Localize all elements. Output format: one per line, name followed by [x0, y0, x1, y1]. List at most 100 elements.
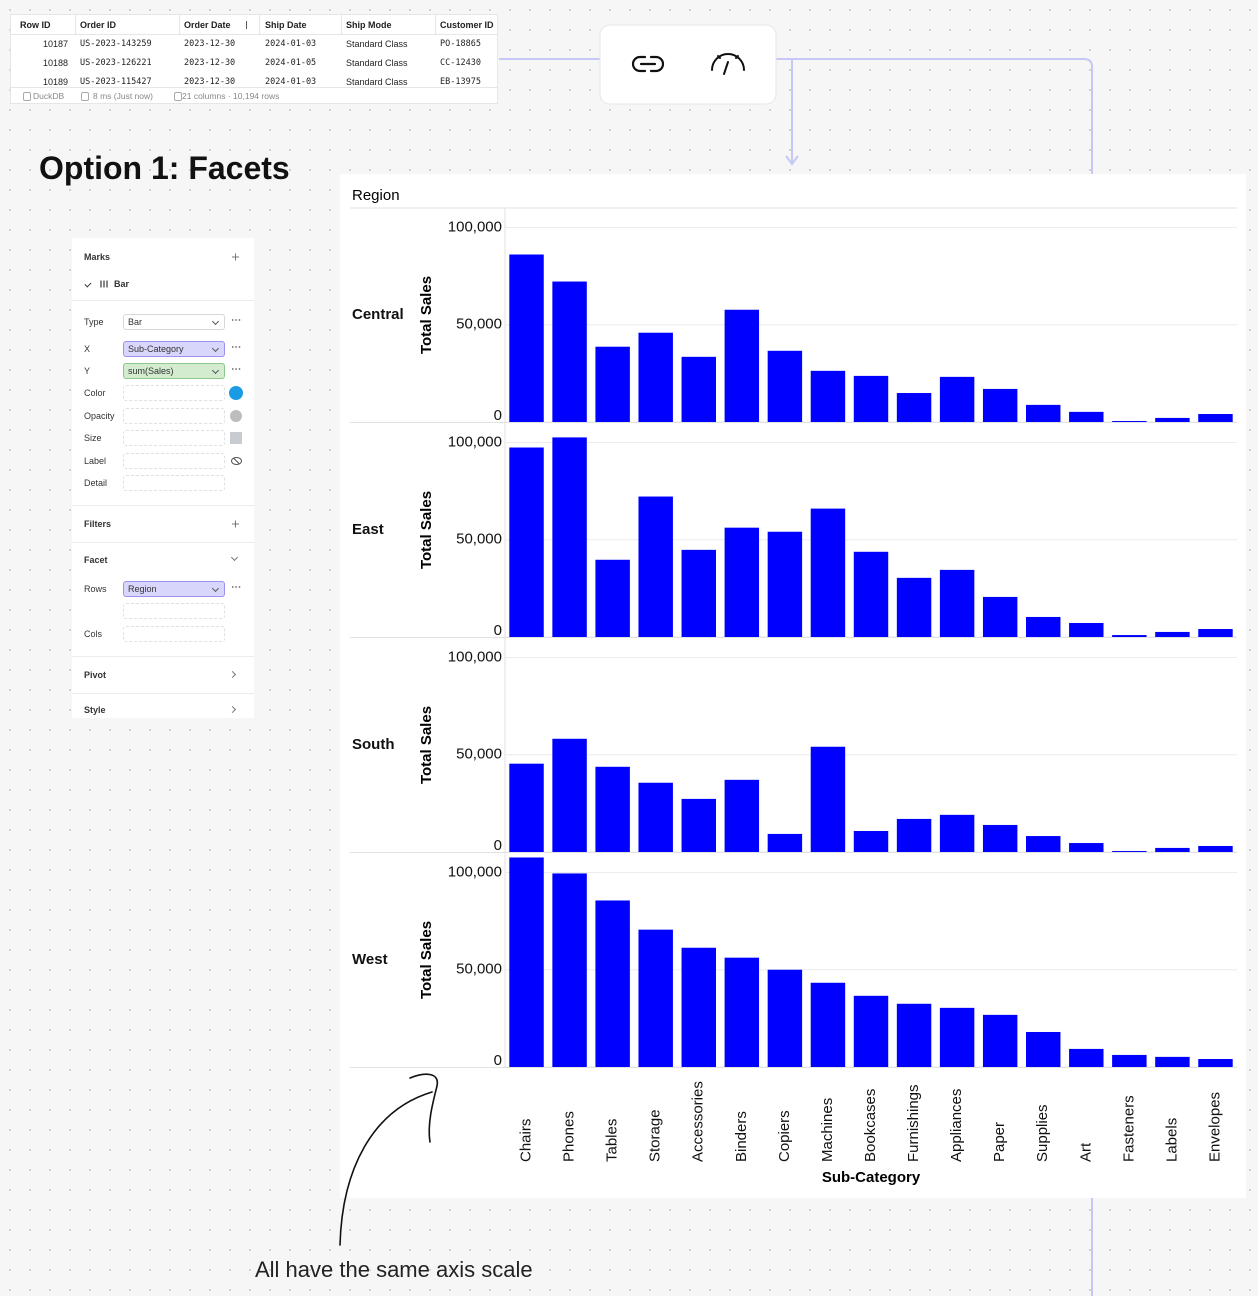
y-tick-label: 100,000: [448, 648, 502, 665]
field-input[interactable]: Bar: [123, 314, 225, 330]
bar: [896, 393, 932, 422]
x-tick-label: Binders: [733, 1111, 750, 1162]
x-tick-label: Envelopes: [1206, 1092, 1223, 1162]
y-axis-label: Total Sales: [418, 491, 435, 569]
bar: [767, 350, 803, 422]
size-swatch[interactable]: [230, 432, 242, 444]
table-cell: 2023-12-30: [184, 39, 236, 49]
table-cell: US-2023-126221: [80, 58, 152, 68]
section-title: Filters: [84, 519, 112, 529]
table-cell: 2024-01-03: [265, 77, 317, 87]
field-label: Detail: [84, 478, 108, 488]
hand-arrow: [339, 1073, 439, 1246]
add-icon[interactable]: [232, 520, 239, 528]
field-input[interactable]: [123, 430, 225, 446]
divider: [72, 656, 254, 657]
bar: [982, 388, 1018, 422]
bar: [1069, 1048, 1104, 1067]
field-label: Color: [84, 388, 106, 398]
bar: [1155, 1056, 1190, 1067]
bar: [552, 873, 587, 1067]
more-icon[interactable]: [231, 586, 241, 588]
bar: [853, 830, 889, 852]
field-label: Opacity: [84, 411, 115, 421]
hidden-icon[interactable]: [231, 457, 242, 465]
field-input[interactable]: Sub-Category: [123, 341, 225, 357]
bar: [896, 1003, 932, 1067]
y-tick-label: 100,000: [448, 433, 502, 450]
footer-icon: [23, 92, 31, 101]
mark-name: Bar: [114, 279, 130, 289]
field-input[interactable]: [123, 475, 225, 491]
field-input[interactable]: [123, 453, 225, 469]
section-title: Pivot: [84, 670, 107, 680]
column-header[interactable]: Order ID: [80, 20, 117, 30]
section-title: Facet: [84, 555, 108, 565]
bar: [939, 1007, 975, 1067]
table-cell: EB-13975: [440, 77, 481, 87]
table-cell: 10188: [42, 58, 68, 68]
bar: [1112, 1054, 1147, 1067]
field-input[interactable]: [123, 626, 225, 642]
field-label: Type: [84, 317, 104, 327]
field-input[interactable]: sum(Sales): [123, 363, 225, 379]
bar: [1155, 417, 1190, 422]
y-tick-label: 50,000: [456, 961, 502, 978]
footer-source: DuckDB: [33, 91, 65, 101]
column-header[interactable]: Order Date: [184, 20, 231, 30]
column-separator: [179, 15, 180, 35]
bar: [509, 447, 544, 637]
connector-arrow: [785, 59, 799, 166]
add-icon[interactable]: [232, 253, 239, 261]
table-cell: 10187: [42, 39, 68, 49]
bar: [853, 375, 889, 422]
bar: [896, 818, 932, 852]
link-icon[interactable]: [631, 55, 665, 73]
field-input[interactable]: [123, 385, 225, 401]
bar: [1198, 845, 1233, 852]
bar: [810, 982, 846, 1067]
column-header[interactable]: Row ID: [20, 20, 51, 30]
field-input[interactable]: [123, 408, 225, 424]
table-cell: US-2023-115427: [80, 77, 152, 87]
gauge-icon[interactable]: [711, 53, 745, 75]
bar: [552, 738, 587, 852]
color-swatch[interactable]: [229, 386, 243, 400]
x-tick-label: Fasteners: [1120, 1095, 1137, 1162]
column-header[interactable]: Customer ID: [440, 20, 494, 30]
footer-bg: [11, 87, 497, 103]
more-icon[interactable]: [231, 346, 241, 348]
bar: [1198, 414, 1233, 422]
x-tick-label: Storage: [647, 1109, 664, 1162]
x-tick-label: Labels: [1163, 1118, 1180, 1162]
field-input[interactable]: Region: [123, 581, 225, 597]
chevron: [211, 344, 220, 353]
y-tick-label: 100,000: [448, 218, 502, 235]
bar: [939, 569, 975, 637]
bar: [724, 779, 760, 852]
table-cell: 10189: [42, 77, 68, 87]
x-tick-label: Phones: [561, 1111, 578, 1162]
x-tick-label: Paper: [991, 1122, 1008, 1162]
chevron[interactable]: [230, 553, 239, 562]
bar: [853, 551, 889, 637]
facet-label: Central: [352, 306, 404, 323]
bar: [509, 857, 544, 1067]
chevron[interactable]: [228, 670, 237, 679]
more-icon[interactable]: [231, 319, 241, 321]
field-input[interactable]: [123, 603, 225, 619]
column-separator: [259, 15, 260, 35]
bar: [595, 766, 630, 852]
column-header[interactable]: Ship Date: [265, 20, 307, 30]
more-icon[interactable]: [231, 368, 241, 370]
opacity-swatch[interactable]: [230, 410, 242, 422]
column-header[interactable]: Ship Mode: [346, 20, 392, 30]
bar: [638, 929, 673, 1067]
chevron[interactable]: [228, 705, 237, 714]
chevron: [211, 366, 220, 375]
x-tick-label: Appliances: [948, 1089, 965, 1162]
y-tick-label: 0: [494, 1052, 502, 1069]
bar: [638, 496, 673, 637]
bar: [1026, 404, 1061, 422]
